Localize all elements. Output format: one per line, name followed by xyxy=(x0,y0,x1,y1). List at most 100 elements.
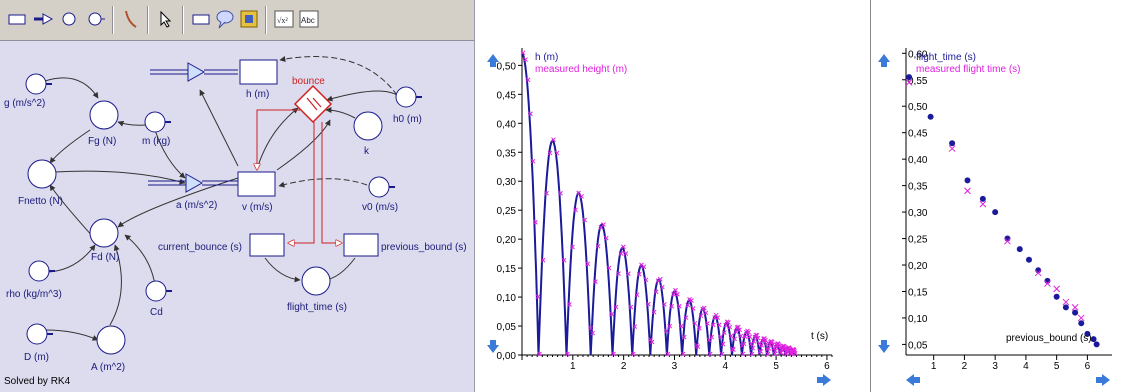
measured-height-point xyxy=(791,347,797,353)
stock-h[interactable] xyxy=(239,59,278,85)
connector[interactable] xyxy=(279,56,398,96)
connector[interactable] xyxy=(264,257,301,283)
formula-tool-button[interactable]: √x² xyxy=(273,8,295,30)
stock-v[interactable] xyxy=(237,171,276,197)
flight-time-point xyxy=(1016,246,1023,253)
frame-tool-button[interactable] xyxy=(238,8,260,30)
constant-m[interactable] xyxy=(144,111,166,133)
stock-current-bounce[interactable] xyxy=(249,233,285,257)
measured-height-point xyxy=(746,329,751,335)
label-rho: rho (kg/m^3) xyxy=(6,289,62,300)
label-fg: Fg (N) xyxy=(88,136,116,147)
measured-height-point xyxy=(758,349,764,354)
connector[interactable] xyxy=(49,184,95,239)
connector[interactable] xyxy=(257,107,299,167)
measured-height-point xyxy=(616,271,621,276)
pointer-tool-button[interactable] xyxy=(155,8,177,30)
x-scroll-right-icon[interactable] xyxy=(1096,374,1110,386)
measured-height-point xyxy=(737,327,742,333)
connector[interactable] xyxy=(124,234,156,286)
measured-height-point xyxy=(551,137,556,143)
x-tick-label: 2 xyxy=(962,361,968,372)
y-scroll-down-icon[interactable] xyxy=(878,340,890,353)
measured-height-point xyxy=(764,341,769,347)
constant-rho[interactable] xyxy=(28,260,50,282)
measured-flight-time-point xyxy=(1004,237,1011,245)
label-flight-time: flight_time (s) xyxy=(287,302,347,313)
flow-tool-button[interactable] xyxy=(32,8,54,30)
comment-tool-button[interactable] xyxy=(214,8,236,30)
event-link[interactable] xyxy=(321,122,342,243)
measured-height-point xyxy=(722,330,727,335)
aux-fg[interactable] xyxy=(89,100,119,130)
measured-height-point xyxy=(649,339,655,345)
y-tick-label: 0,25 xyxy=(908,235,928,246)
connector[interactable] xyxy=(154,129,186,179)
y-tick-label: 0,60 xyxy=(908,49,928,60)
measured-height-point xyxy=(710,322,716,328)
aux-area[interactable] xyxy=(96,325,126,355)
connector[interactable] xyxy=(199,89,239,167)
flow-into-v[interactable] xyxy=(148,173,238,193)
measured-height-point xyxy=(601,222,606,227)
connector[interactable] xyxy=(44,77,99,99)
constant-tool-button[interactable] xyxy=(84,8,106,30)
connector[interactable] xyxy=(44,244,96,273)
connector[interactable] xyxy=(325,107,356,119)
aux-k[interactable] xyxy=(353,111,383,141)
flow-into-h[interactable] xyxy=(150,62,238,82)
aux-fnetto[interactable] xyxy=(27,159,57,189)
label-cd: Cd xyxy=(150,307,163,318)
measured-height-point xyxy=(718,334,723,340)
connector[interactable] xyxy=(276,119,331,171)
measured-height-point xyxy=(716,322,722,328)
constant-cd[interactable] xyxy=(145,280,167,302)
auxiliary-tool-button[interactable] xyxy=(58,8,80,30)
connector-tool-button[interactable] xyxy=(120,8,142,30)
connector[interactable] xyxy=(109,244,122,326)
constant-g[interactable] xyxy=(25,73,47,95)
label-fnetto: Fnetto (N) xyxy=(18,196,63,207)
constant-h0[interactable] xyxy=(395,86,417,108)
measured-height-point xyxy=(525,77,531,83)
measured-height-point xyxy=(765,351,771,357)
x-scroll-left-icon[interactable] xyxy=(906,374,920,386)
y-tick-label: 0,00 xyxy=(497,351,517,362)
legend-series-1: h (m) xyxy=(535,52,558,63)
event-link[interactable] xyxy=(288,122,315,243)
connector[interactable] xyxy=(117,120,147,127)
x-tick-label: 5 xyxy=(1054,361,1060,372)
flight-time-point xyxy=(979,195,986,202)
measured-height-point xyxy=(707,351,713,357)
connector[interactable] xyxy=(49,129,91,164)
constant-d[interactable] xyxy=(26,323,48,345)
model-diagram: g (m/s^2) Fg (N) m (kg) h (m) bounce h0 … xyxy=(4,56,467,373)
bounce-event[interactable] xyxy=(293,84,333,124)
y-scroll-down-icon[interactable] xyxy=(487,340,499,353)
x-scroll-right-icon[interactable] xyxy=(817,374,831,386)
measured-height-point xyxy=(697,325,702,331)
constant-v0[interactable] xyxy=(368,176,390,198)
aux-flight-time[interactable] xyxy=(301,266,331,296)
measured-height-point xyxy=(636,271,642,277)
connector[interactable] xyxy=(54,170,186,185)
y-tick-label: 0,40 xyxy=(497,119,517,130)
measured-height-point xyxy=(747,334,753,339)
connector[interactable] xyxy=(278,178,368,188)
flight-time-graph-panel: 0,05 0,10 0,15 0,20 0,25 0,30 0,35 0,40 0,45 0,50… xyxy=(874,0,1133,392)
text-tool-button[interactable]: Abc xyxy=(298,8,320,30)
measured-height-point xyxy=(547,150,553,156)
measured-height-point xyxy=(792,350,798,356)
stock-tool-button[interactable] xyxy=(6,8,28,30)
y-scroll-up-icon[interactable] xyxy=(487,54,499,67)
table-tool-button[interactable] xyxy=(190,8,212,30)
stock-previous-bound[interactable] xyxy=(343,233,379,257)
connector[interactable] xyxy=(326,90,398,102)
connector[interactable] xyxy=(44,329,99,341)
measured-height-point xyxy=(751,339,757,344)
y-scroll-up-icon[interactable] xyxy=(878,54,890,67)
measured-height-point xyxy=(641,264,647,270)
y-tick-label: 0,55 xyxy=(908,76,928,87)
aux-fd[interactable] xyxy=(89,218,119,248)
event-link[interactable] xyxy=(257,109,300,170)
